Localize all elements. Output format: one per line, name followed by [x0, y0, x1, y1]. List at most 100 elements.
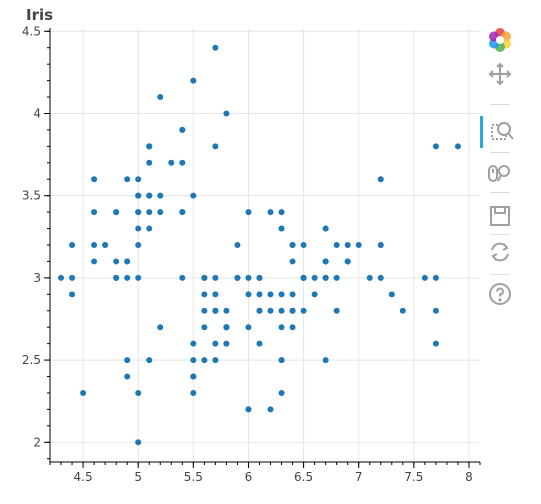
data-point: [256, 340, 263, 347]
data-point: [135, 439, 142, 446]
data-point: [135, 225, 142, 232]
data-point: [58, 274, 65, 281]
data-point: [311, 274, 318, 281]
data-point: [135, 176, 142, 183]
data-point: [300, 274, 307, 281]
data-point: [300, 307, 307, 314]
data-point: [91, 176, 98, 183]
wheel-zoom-tool-icon[interactable]: [480, 158, 520, 190]
data-point: [267, 291, 274, 298]
data-point: [124, 373, 131, 380]
y-tick-label: 2: [33, 435, 41, 449]
data-point: [333, 242, 340, 248]
data-point: [289, 242, 296, 248]
x-tick-label: 4.5: [74, 470, 93, 484]
data-point: [190, 373, 197, 380]
data-point: [146, 209, 153, 216]
data-point: [245, 209, 252, 216]
data-point: [223, 307, 230, 314]
pan-tool-icon[interactable]: [480, 58, 520, 90]
data-point: [278, 209, 285, 216]
data-point: [157, 209, 164, 216]
data-point: [223, 340, 230, 347]
data-point: [135, 242, 142, 248]
data-point: [278, 225, 285, 232]
data-point: [432, 340, 439, 347]
data-point: [91, 258, 98, 265]
data-point: [146, 159, 153, 166]
chart-title: Iris: [26, 6, 53, 24]
x-tick-label: 5: [134, 470, 142, 484]
data-point: [212, 291, 219, 298]
data-point: [355, 242, 362, 248]
data-point: [322, 258, 329, 265]
data-point: [168, 159, 175, 166]
y-tick-label: 3.5: [22, 189, 41, 203]
data-point: [256, 307, 263, 314]
data-point: [289, 291, 296, 298]
box-zoom-tool-icon[interactable]: [480, 116, 520, 148]
data-point: [212, 307, 219, 314]
toolbar-separator: [490, 234, 510, 235]
data-point: [267, 209, 274, 216]
data-point: [113, 258, 120, 265]
data-point: [135, 274, 142, 281]
data-point: [300, 242, 307, 248]
y-tick-label: 3: [33, 271, 41, 285]
data-point: [124, 176, 131, 183]
data-point: [245, 274, 252, 281]
data-point: [289, 324, 296, 331]
data-point: [69, 274, 76, 281]
data-point: [69, 291, 76, 298]
y-tick-label: 4.5: [22, 24, 41, 38]
data-point: [124, 357, 131, 364]
data-point: [91, 209, 98, 216]
data-point: [212, 44, 219, 51]
data-point: [135, 389, 142, 396]
data-point: [113, 274, 120, 281]
data-point: [377, 274, 384, 281]
help-tool-icon[interactable]: [480, 278, 520, 310]
data-point: [256, 291, 263, 298]
data-point: [146, 357, 153, 364]
data-point: [344, 242, 351, 248]
data-point: [322, 225, 329, 232]
data-point: [377, 176, 384, 183]
data-point: [212, 274, 219, 281]
data-point: [102, 242, 109, 248]
data-point: [179, 274, 186, 281]
data-point: [179, 209, 186, 216]
data-point: [267, 307, 274, 314]
data-point: [454, 143, 461, 150]
data-point: [432, 274, 439, 281]
data-point: [212, 143, 219, 150]
data-point: [399, 307, 406, 314]
y-tick-label: 2.5: [22, 353, 41, 367]
data-point: [289, 307, 296, 314]
x-tick-label: 7.5: [404, 470, 423, 484]
data-point: [377, 242, 384, 248]
toolbar-separator: [490, 192, 510, 193]
data-point: [190, 340, 197, 347]
data-point: [322, 357, 329, 364]
data-point: [223, 324, 230, 331]
data-point: [69, 242, 76, 248]
reset-tool-icon[interactable]: [480, 236, 520, 268]
y-tick-label: 4: [33, 106, 41, 120]
data-point: [212, 357, 219, 364]
data-point: [432, 307, 439, 314]
data-point: [289, 258, 296, 265]
data-point: [190, 357, 197, 364]
data-point: [245, 324, 252, 331]
save-tool-icon[interactable]: [480, 200, 520, 232]
axes: 4.5 5 5.5 6 6.5 7 7.5 8 2 2.5 3 3.5 4 4.5: [22, 24, 481, 484]
data-point: [201, 307, 208, 314]
data-point: [201, 324, 208, 331]
x-tick-label: 6.5: [294, 470, 313, 484]
x-tick-label: 6: [245, 470, 253, 484]
bokeh-logo-icon[interactable]: [480, 24, 520, 56]
data-point: [179, 126, 186, 133]
data-point: [146, 143, 153, 150]
data-points: [58, 44, 461, 446]
data-point: [157, 94, 164, 101]
